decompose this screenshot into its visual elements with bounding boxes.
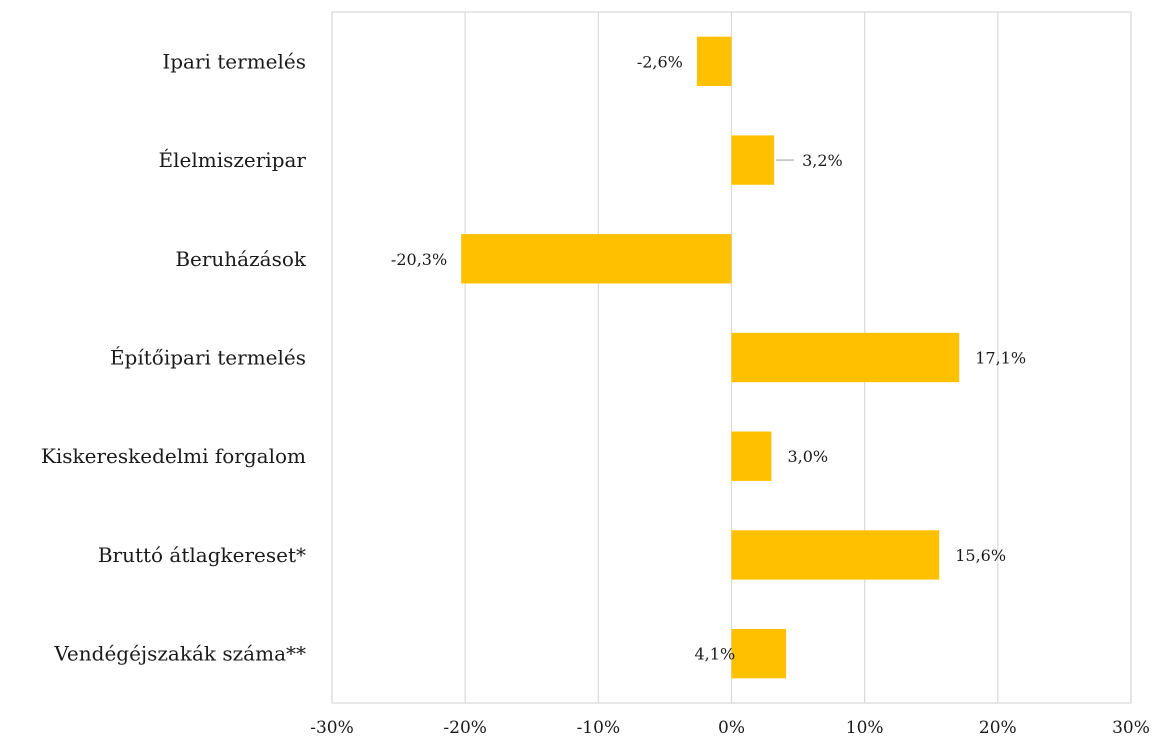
data-label: 3,0%	[787, 447, 828, 466]
x-tick-label: 0%	[718, 718, 745, 738]
x-tick-label: -30%	[310, 718, 354, 738]
bar	[731, 332, 960, 383]
category-label: Építőipari termelés	[110, 346, 306, 370]
bar	[731, 530, 940, 580]
bar	[731, 135, 775, 185]
data-label: -20,3%	[391, 250, 447, 269]
category-label: Beruházások	[175, 247, 307, 271]
x-tick-label: -20%	[443, 718, 487, 738]
category-label: Ipari termelés	[162, 49, 306, 73]
category-label: Élelmiszeripar	[159, 148, 307, 172]
x-tick-label: -10%	[577, 718, 621, 738]
x-tick-label: 10%	[846, 718, 884, 738]
x-tick-label: 20%	[979, 718, 1017, 738]
category-label: Vendégéjszakák száma**	[53, 642, 306, 666]
data-label: 3,2%	[802, 151, 843, 170]
bar	[696, 36, 732, 87]
x-tick-label: 30%	[1112, 718, 1150, 738]
data-label: 4,1%	[695, 645, 736, 664]
bar	[461, 234, 732, 284]
plot-frame	[331, 11, 1132, 704]
bar	[731, 628, 787, 679]
data-label: 17,1%	[975, 349, 1026, 368]
category-label: Kiskereskedelmi forgalom	[41, 444, 306, 468]
category-label: Bruttó átlagkereset*	[98, 543, 306, 567]
bar	[731, 431, 772, 481]
data-label: 15,6%	[955, 546, 1006, 565]
data-label: -2,6%	[637, 52, 683, 71]
